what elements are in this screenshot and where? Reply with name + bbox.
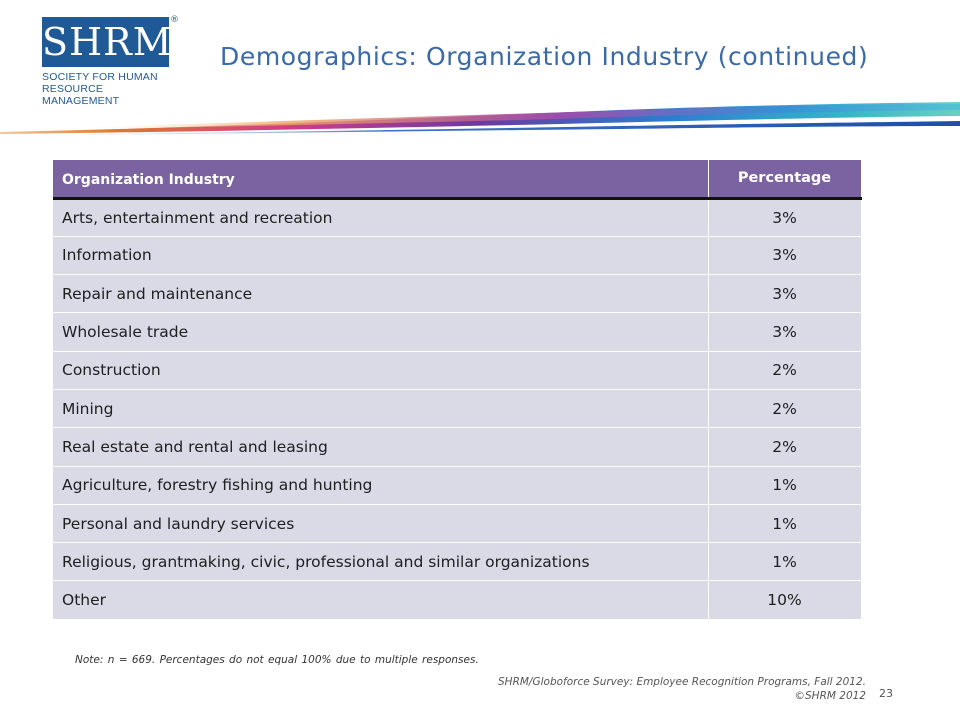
industry-cell: Real estate and rental and leasing bbox=[53, 427, 709, 467]
table-row: Construction 2% bbox=[53, 351, 862, 390]
industry-cell: Religious, grantmaking, civic, professio… bbox=[53, 542, 709, 582]
copyright-line: ©SHRM 2012 bbox=[794, 690, 866, 702]
footnote: Note: n = 669. Percentages do not equal … bbox=[75, 654, 479, 666]
table-row: Religious, grantmaking, civic, professio… bbox=[53, 542, 862, 582]
industry-cell: Repair and maintenance bbox=[53, 274, 709, 314]
table-row: Wholesale trade 3% bbox=[53, 312, 862, 352]
percentage-cell: 3% bbox=[708, 274, 862, 314]
table-row: Other 10% bbox=[53, 580, 862, 620]
percentage-cell: 3% bbox=[708, 198, 862, 237]
page-number: 23 bbox=[879, 687, 893, 700]
source-citation: SHRM/Globoforce Survey: Employee Recogni… bbox=[498, 675, 866, 703]
industry-cell: Wholesale trade bbox=[53, 312, 709, 352]
column-header-industry: Organization Industry bbox=[53, 160, 709, 200]
percentage-cell: 10% bbox=[708, 580, 862, 620]
table-row: Agriculture, forestry fishing and huntin… bbox=[53, 466, 862, 505]
table-header-row: Organization Industry Percentage bbox=[53, 160, 862, 200]
shrm-logo: SHRM ® SOCIETY FOR HUMAN RESOURCE MANAGE… bbox=[42, 15, 182, 107]
column-header-percentage: Percentage bbox=[708, 160, 862, 200]
table-row: Information 3% bbox=[53, 236, 862, 276]
industry-cell: Information bbox=[53, 236, 709, 276]
percentage-cell: 2% bbox=[708, 427, 862, 467]
industry-table: Organization Industry Percentage Arts, e… bbox=[53, 160, 862, 620]
table-row: Repair and maintenance 3% bbox=[53, 274, 862, 314]
table-row: Arts, entertainment and recreation 3% bbox=[53, 198, 862, 237]
industry-cell: Other bbox=[53, 580, 709, 620]
industry-cell: Mining bbox=[53, 389, 709, 429]
logo-subtitle-line1: SOCIETY FOR HUMAN bbox=[42, 71, 158, 83]
logo-mark-box bbox=[42, 17, 169, 67]
percentage-cell: 2% bbox=[708, 389, 862, 429]
percentage-cell: 1% bbox=[708, 504, 862, 544]
logo-subtitle-line2: RESOURCE MANAGEMENT bbox=[42, 83, 120, 107]
percentage-cell: 3% bbox=[708, 236, 862, 276]
registered-mark: ® bbox=[170, 15, 179, 25]
slide-title: Demographics: Organization Industry (con… bbox=[220, 42, 869, 71]
logo-mark-text: SHRM bbox=[42, 20, 173, 64]
source-line1: SHRM/Globoforce Survey: Employee Recogni… bbox=[498, 676, 866, 688]
percentage-cell: 1% bbox=[708, 542, 862, 582]
logo-subtitle: SOCIETY FOR HUMAN RESOURCE MANAGEMENT bbox=[42, 71, 182, 107]
industry-cell: Construction bbox=[53, 351, 709, 390]
table-row: Real estate and rental and leasing 2% bbox=[53, 427, 862, 467]
industry-cell: Arts, entertainment and recreation bbox=[53, 198, 709, 237]
decorative-swoosh-banner bbox=[0, 102, 960, 136]
industry-cell: Agriculture, forestry fishing and huntin… bbox=[53, 466, 709, 505]
percentage-cell: 2% bbox=[708, 351, 862, 390]
table-row: Personal and laundry services 1% bbox=[53, 504, 862, 544]
industry-cell: Personal and laundry services bbox=[53, 504, 709, 544]
percentage-cell: 1% bbox=[708, 466, 862, 505]
percentage-cell: 3% bbox=[708, 312, 862, 352]
table-row: Mining 2% bbox=[53, 389, 862, 429]
